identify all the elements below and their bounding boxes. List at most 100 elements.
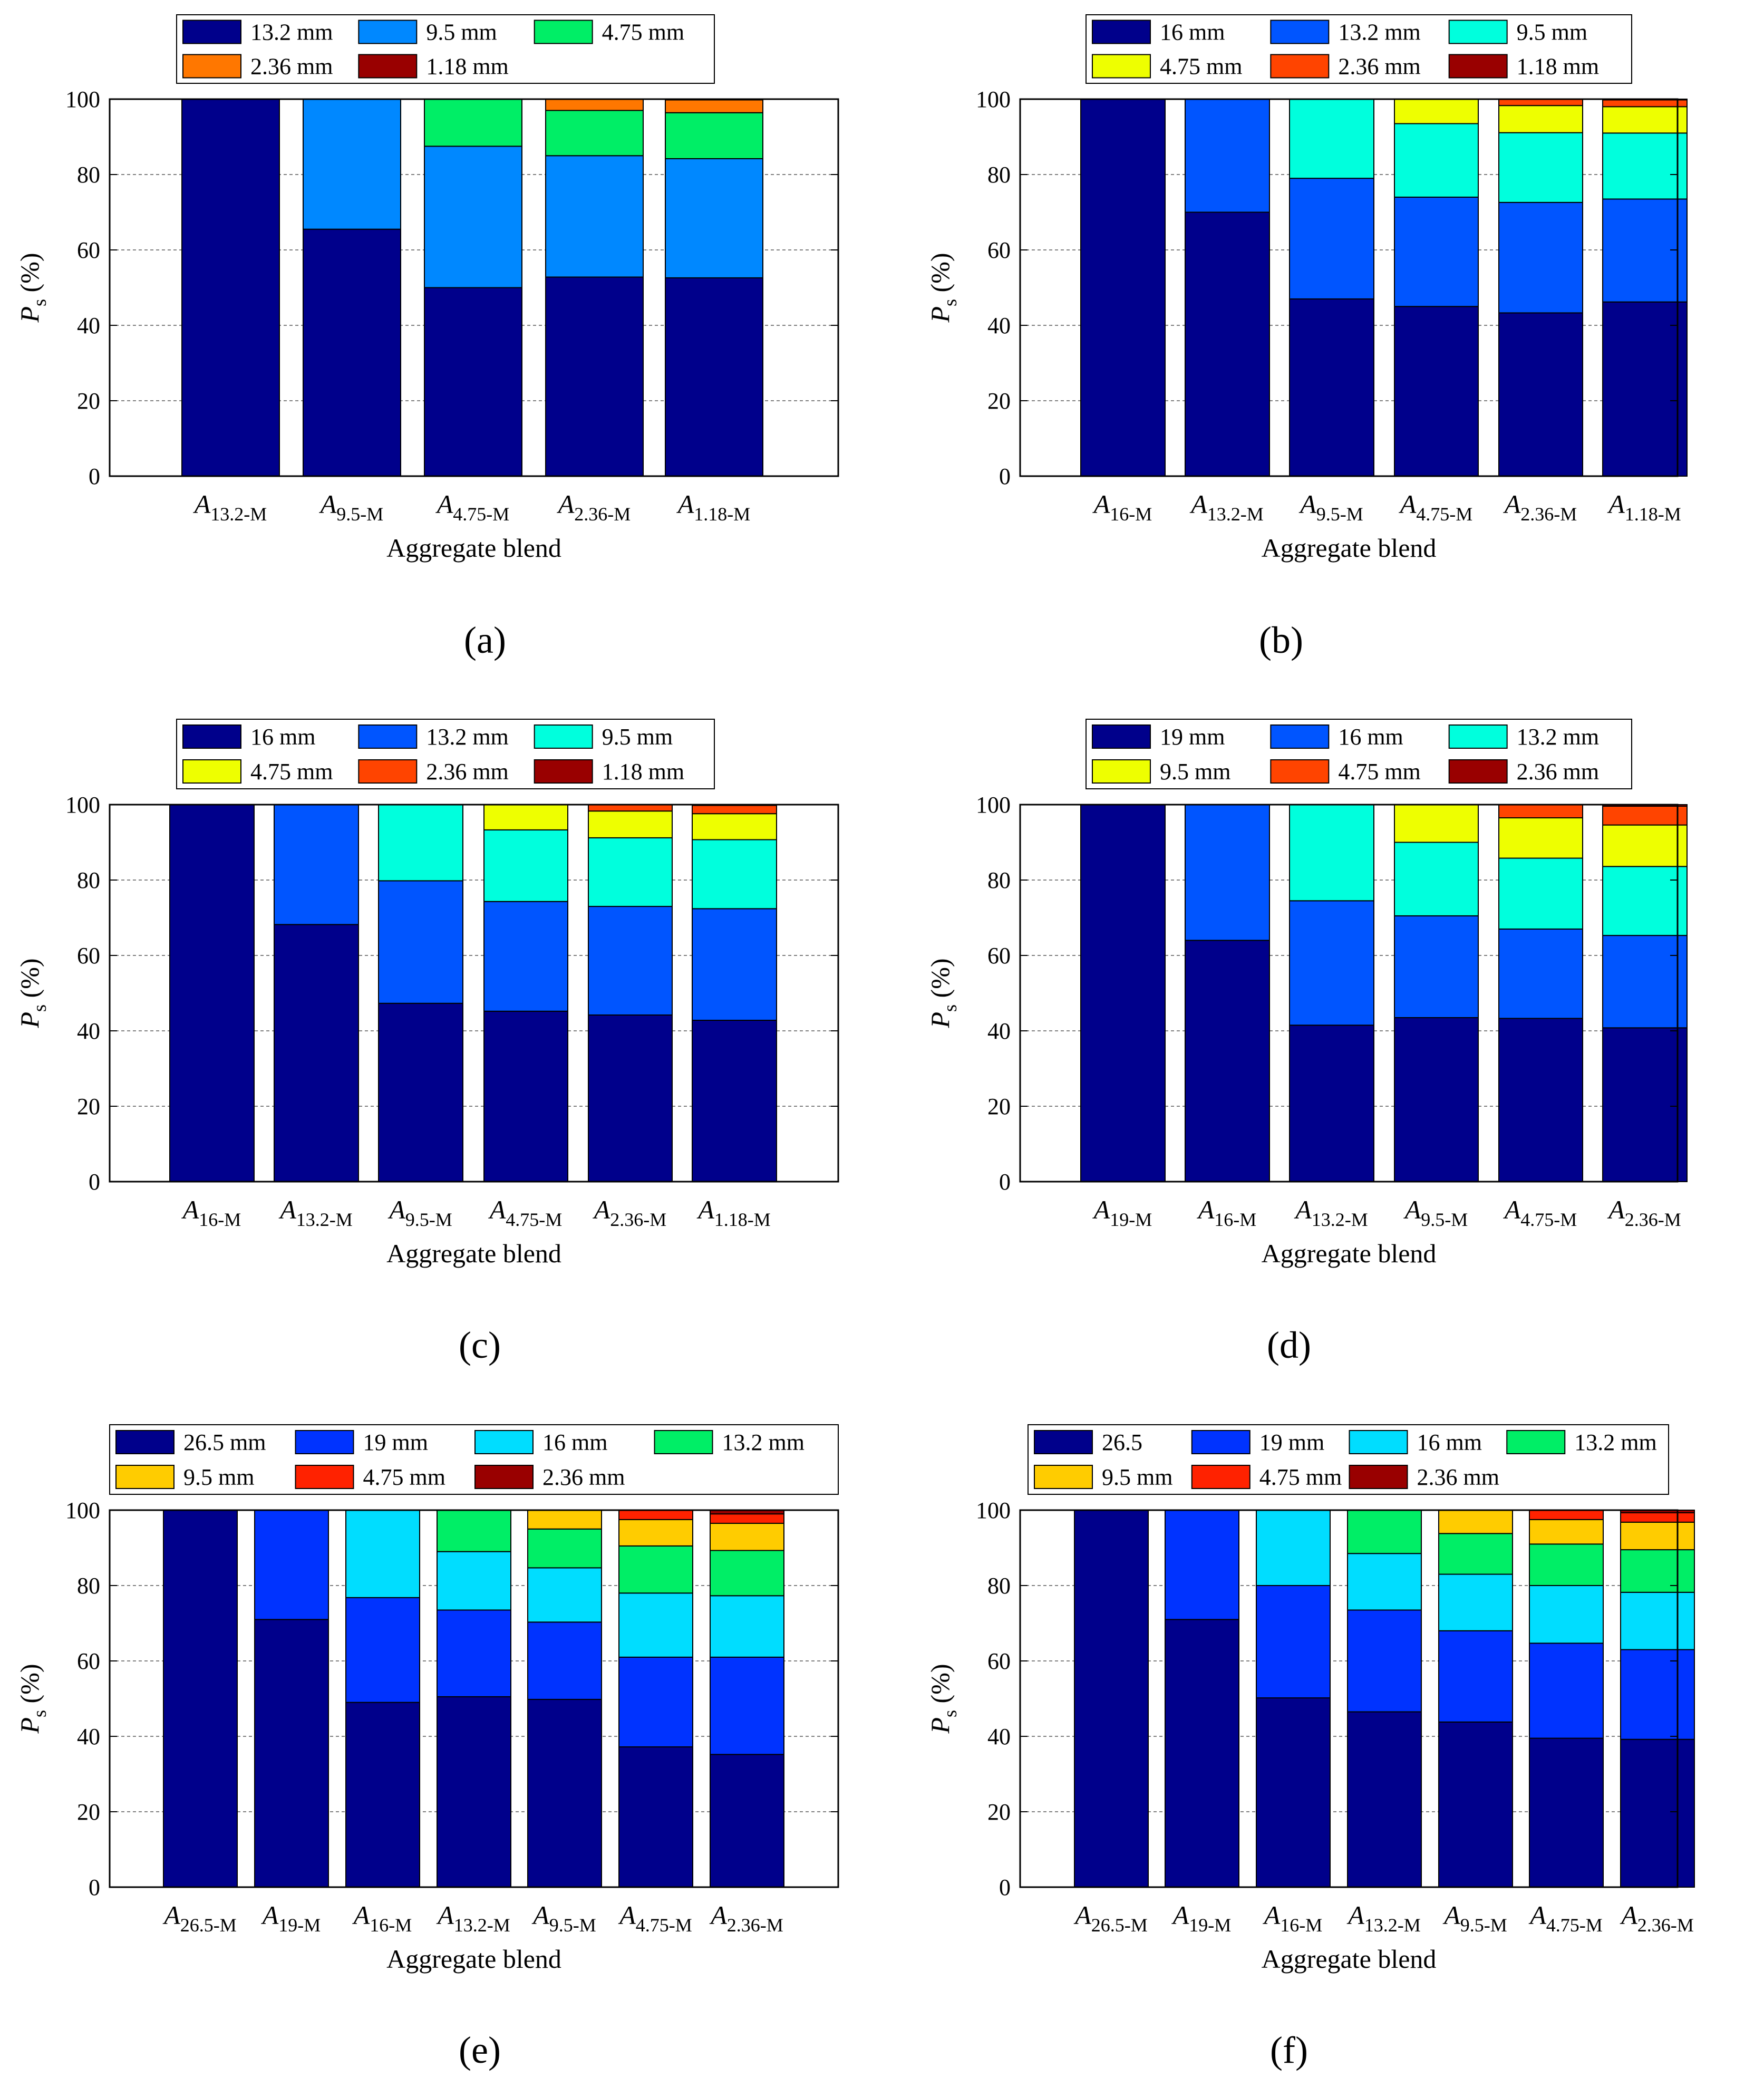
x-tick-label: A13.2-M <box>1189 489 1264 525</box>
x-tick-label: A16-M <box>1092 489 1152 525</box>
x-tick-label-sub: 2.36-M <box>727 1915 783 1936</box>
x-tick-label-main: A <box>1528 1900 1546 1930</box>
panel-label: (b) <box>1259 619 1303 661</box>
x-tick-label: A4.75-M <box>1503 1195 1577 1230</box>
legend-swatch-3 <box>534 20 593 44</box>
x-tick-label: A1.18-M <box>676 489 751 525</box>
bar-4-series-1 <box>1394 306 1479 477</box>
bar-6-series-1 <box>1602 1027 1688 1183</box>
bar-3-series-2 <box>1289 900 1374 1026</box>
legend-label-1: 16 mm <box>250 724 315 750</box>
y-axis-title-symbol: P <box>15 1717 44 1734</box>
legend-swatch-2 <box>358 20 418 44</box>
x-axis-title: Aggregate blend <box>386 1944 561 1974</box>
legend-label-4: 9.5 mm <box>1160 759 1230 785</box>
bar-5-series-5 <box>527 1510 602 1530</box>
legend-label-3: 13.2 mm <box>1517 724 1599 750</box>
panel-label: (a) <box>464 619 506 661</box>
legend-swatch-2 <box>1270 20 1330 44</box>
y-tick-label: 40 <box>987 1018 1011 1044</box>
legend-label-2: 19 mm <box>363 1429 428 1455</box>
x-tick-label-sub: 19-M <box>1189 1915 1231 1936</box>
x-tick-label-sub: 1.18-M <box>714 1209 771 1230</box>
x-tick-label-main: A <box>676 489 694 519</box>
bar-6-series-5 <box>1602 805 1688 826</box>
bar-5-series-4 <box>1498 105 1583 133</box>
bar-6-series-3 <box>1529 1585 1604 1644</box>
x-tick-label-sub: 9.5-M <box>1316 504 1363 525</box>
bar-7-series-5 <box>1620 1521 1695 1551</box>
bar-4-series-2 <box>1394 196 1479 307</box>
bar-6-series-4 <box>1529 1543 1604 1587</box>
legend-swatch-2 <box>1270 724 1330 749</box>
y-axis-title-symbol: P <box>15 1012 44 1029</box>
x-tick-label-sub: 4.75-M <box>453 504 509 525</box>
bar-2-series-1 <box>274 924 359 1182</box>
bar-6-series-1 <box>1529 1737 1604 1888</box>
bar-6-series-6 <box>1529 1510 1604 1520</box>
axes-frame <box>109 1509 839 1888</box>
x-tick-label: A26.5-M <box>1073 1900 1148 1936</box>
y-tick-label: 60 <box>77 1648 100 1674</box>
legend-swatch-3 <box>474 1430 534 1454</box>
x-tick-label-main: A <box>1171 1900 1189 1930</box>
legend-swatch-6 <box>1448 759 1508 784</box>
y-tick-label: 20 <box>77 388 100 414</box>
bar-5-series-2 <box>665 158 763 278</box>
legend-label-6: 1.18 mm <box>1517 54 1599 80</box>
bar-7-series-5 <box>710 1523 784 1551</box>
legend-box <box>1085 14 1632 84</box>
bar-5-series-1 <box>1438 1721 1513 1888</box>
legend-swatch-4 <box>1092 54 1151 79</box>
bar-3-series-3 <box>424 99 522 147</box>
x-axis-title: Aggregate blend <box>386 1239 561 1268</box>
panel-label: (e) <box>459 2029 501 2071</box>
bar-6-series-4 <box>1602 824 1688 867</box>
legend-box <box>176 719 715 789</box>
x-tick-label: A2.36-M <box>1620 1900 1694 1936</box>
bar-6-series-2 <box>1602 198 1688 303</box>
x-tick-label-sub: 4.75-M <box>1546 1915 1603 1936</box>
legend-swatch-6 <box>534 759 593 784</box>
y-tick-label: 40 <box>987 1724 1011 1750</box>
x-tick-label: A4.75-M <box>488 1195 563 1230</box>
legend-swatch-1 <box>115 1430 175 1454</box>
x-tick-label-main: A <box>181 1195 199 1224</box>
x-tick-label: A26.5-M <box>162 1900 237 1936</box>
bar-6-series-5 <box>692 805 777 815</box>
bar-4-series-4 <box>483 804 568 830</box>
y-axis-title: Ps (%) <box>925 1664 961 1734</box>
bar-5-series-3 <box>588 837 673 907</box>
axes-frame <box>1019 804 1679 1183</box>
legend-swatch-5 <box>115 1465 175 1489</box>
y-tick-label: 80 <box>987 867 1011 893</box>
y-axis-title: Ps (%) <box>15 253 50 323</box>
x-tick-label-sub: 1.18-M <box>1625 504 1681 525</box>
y-axis-title-unit: (%) <box>925 253 955 298</box>
legend-swatch-1 <box>1092 724 1151 749</box>
x-tick-label-main: A <box>1294 1195 1312 1224</box>
bar-6-series-2 <box>618 1656 693 1748</box>
y-axis-title-subscript: s <box>29 299 50 306</box>
x-tick-label-main: A <box>1620 1900 1637 1930</box>
bar-4-series-1 <box>545 276 644 477</box>
y-tick-label: 80 <box>987 162 1011 188</box>
x-tick-label-sub: 2.36-M <box>1625 1209 1681 1230</box>
x-tick-label-main: A <box>531 1900 549 1930</box>
bar-2-series-2 <box>274 804 359 925</box>
legend-label-1: 26.5 mm <box>183 1429 266 1455</box>
x-tick-label: A4.75-M <box>1528 1900 1603 1936</box>
y-tick-label: 20 <box>77 1094 100 1119</box>
x-tick-label-sub: 2.36-M <box>610 1209 666 1230</box>
y-tick-label: 60 <box>77 237 100 263</box>
legend-swatch-7 <box>474 1465 534 1489</box>
bar-4-series-3 <box>483 829 568 902</box>
y-tick-label: 0 <box>89 463 100 489</box>
bar-7-series-1 <box>1620 1738 1695 1888</box>
x-tick-label-main: A <box>319 489 337 519</box>
